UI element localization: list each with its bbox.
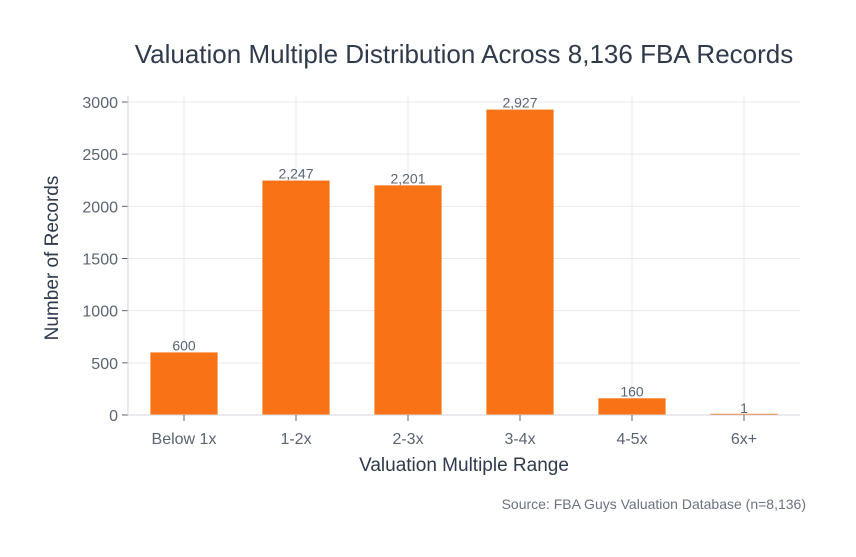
x-tick-label: 6x+ [731, 431, 757, 448]
bar-2-3x [374, 185, 442, 415]
grid-layer [128, 96, 800, 416]
bar-1-2x [262, 180, 330, 415]
x-tick-label: 3-4x [504, 431, 535, 448]
bar-3-4x [486, 109, 554, 415]
data-labels-layer: 600 2,247 2,201 2,927 160 1 [172, 95, 748, 416]
bar-below-1x [150, 352, 218, 415]
y-axis: 0 500 1000 1500 2000 2500 3000 [82, 95, 129, 425]
x-tick-label: 2-3x [392, 431, 423, 448]
bar-6x- [710, 413, 778, 415]
y-tick-label: 2000 [82, 199, 118, 216]
chart-title: Valuation Multiple Distribution Across 8… [135, 39, 794, 69]
data-label: 160 [620, 383, 644, 399]
bars-layer [150, 109, 778, 415]
y-tick-label: 1500 [82, 252, 118, 269]
bar-4-5x [598, 398, 666, 415]
x-axis: Below 1x 1-2x 2-3x 3-4x 4-5x 6x+ [128, 414, 800, 448]
data-label: 2,927 [502, 95, 537, 111]
y-tick-label: 500 [91, 356, 118, 373]
y-tick-label: 2500 [82, 147, 118, 164]
x-tick-label: 1-2x [280, 431, 311, 448]
x-axis-label: Valuation Multiple Range [359, 455, 569, 476]
y-tick-label: 3000 [82, 95, 118, 112]
x-tick-label: 4-5x [616, 431, 647, 448]
data-label: 1 [740, 400, 748, 416]
y-tick-label: 0 [109, 408, 118, 425]
y-axis-label: Number of Records [42, 176, 63, 341]
data-label: 2,201 [390, 170, 425, 186]
y-tick-label: 1000 [82, 304, 118, 321]
data-label: 600 [172, 337, 196, 353]
x-tick-label: Below 1x [152, 431, 217, 448]
data-label: 2,247 [278, 166, 313, 182]
source-note: Source: FBA Guys Valuation Database (n=8… [502, 496, 806, 512]
